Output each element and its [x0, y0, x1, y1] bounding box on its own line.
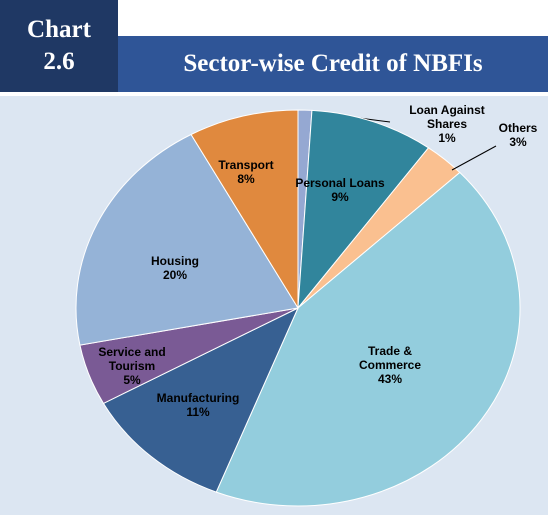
slice-label: Manufacturing 11%	[143, 391, 253, 419]
category-label: Service and Tourism	[98, 345, 166, 373]
value-label: 5%	[123, 373, 141, 387]
slice-label: Loan Against Shares 1%	[392, 103, 502, 145]
value-label: 9%	[331, 190, 349, 204]
category-label: Transport	[218, 158, 274, 172]
category-label: Trade & Commerce	[358, 344, 422, 372]
chart-number: Chart 2.6	[0, 0, 118, 92]
value-label: 3%	[509, 135, 527, 149]
slice-label: Housing 20%	[135, 254, 215, 282]
slice-label: Service and Tourism 5%	[87, 345, 177, 387]
category-label: Others	[498, 121, 538, 135]
slice-label: Transport 8%	[206, 158, 286, 186]
category-label: Loan Against Shares	[409, 103, 485, 131]
category-label: Housing	[151, 254, 199, 268]
value-label: 1%	[438, 131, 456, 145]
value-label: 8%	[237, 172, 255, 186]
category-label: Manufacturing	[156, 391, 240, 405]
value-label: 43%	[377, 372, 403, 386]
leader-line	[451, 145, 497, 171]
slice-label: Personal Loans 9%	[290, 176, 390, 204]
category-label: Personal Loans	[295, 176, 385, 190]
pie-slice	[215, 171, 521, 507]
pie-slice	[75, 133, 299, 346]
slice-label: Others 3%	[488, 121, 548, 149]
pie-slice	[102, 306, 300, 493]
slice-label: Trade & Commerce 43%	[350, 344, 430, 386]
value-label: 11%	[186, 405, 210, 419]
pie-slice	[190, 109, 299, 310]
pie-slice	[297, 109, 430, 310]
value-label: 20%	[162, 268, 188, 282]
chart-title: Sector-wise Credit of NBFIs	[118, 36, 548, 92]
